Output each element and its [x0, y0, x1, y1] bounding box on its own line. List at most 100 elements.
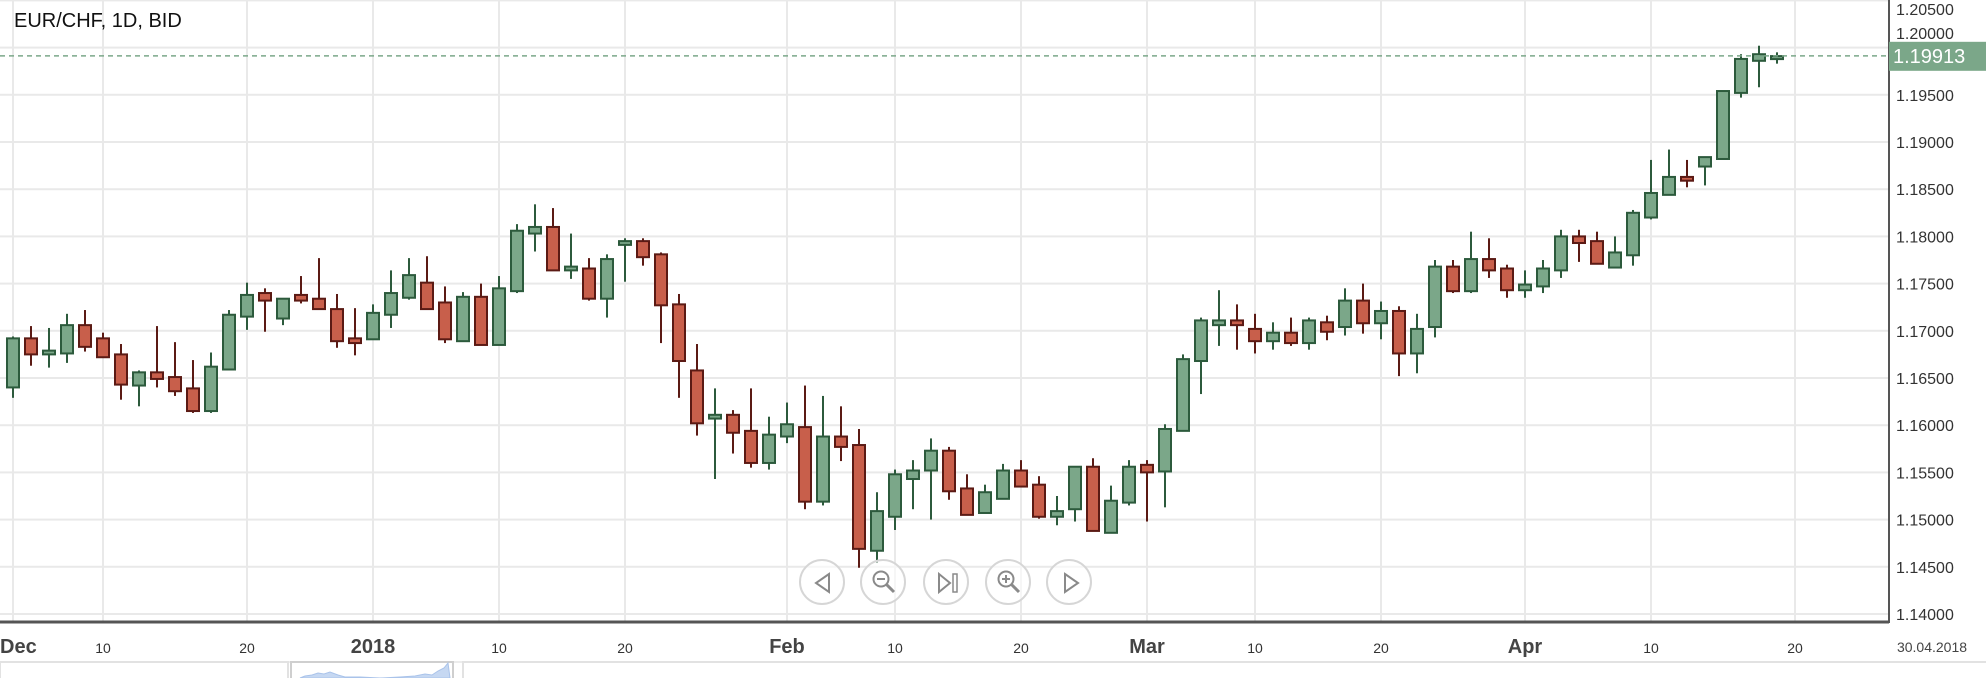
candle-up [924, 438, 938, 520]
candle-down [690, 344, 704, 436]
scroll-right-button[interactable] [1046, 559, 1092, 605]
candle-body [600, 258, 614, 300]
candle-up [906, 460, 920, 510]
candle-up [42, 327, 56, 368]
candles [6, 45, 1784, 568]
candle-body [924, 449, 938, 472]
candle-down [582, 258, 596, 301]
candle-body [1698, 156, 1712, 168]
x-tick-label: Feb [769, 636, 805, 658]
candle-up [366, 304, 380, 341]
candle-up [1734, 54, 1748, 98]
candle-body [276, 297, 290, 320]
y-tick-label: 1.15500 [1896, 465, 1954, 482]
candle-down [1284, 317, 1298, 346]
candle-up [1338, 288, 1352, 336]
candle-up [1068, 465, 1082, 522]
candle-body [96, 337, 110, 359]
candle-body [690, 369, 704, 425]
candle-down [726, 410, 740, 454]
candle-down [798, 385, 812, 510]
candle-body [384, 292, 398, 316]
candle-body [1500, 267, 1514, 292]
candle-body [1374, 309, 1388, 325]
candle-body [618, 240, 632, 246]
candle-body [834, 435, 848, 448]
candle-up [1716, 90, 1730, 160]
candle-up [1194, 317, 1208, 395]
candle-down [1248, 313, 1262, 354]
candle-down [1572, 229, 1586, 262]
candle-down [1392, 306, 1406, 377]
candle-body [168, 376, 182, 393]
candle-down [78, 310, 92, 352]
candle-body [546, 225, 560, 272]
candle-down [186, 360, 200, 413]
candle-up [1536, 260, 1550, 294]
candle-body [978, 491, 992, 514]
candle-down [1032, 476, 1046, 519]
candle-down [348, 308, 362, 356]
candle-down [636, 238, 650, 266]
x-tick-label: 10 [887, 640, 903, 656]
candle-body [636, 240, 650, 259]
y-tick-label: 1.20000 [1896, 26, 1954, 43]
triangle-right-icon [1064, 572, 1080, 594]
x-axis: Dec 10 20 2018 10 20 Feb 10 20 Mar 10 20 Apr 10 20 [0, 636, 1803, 658]
candle-body [1410, 327, 1424, 355]
candle-up [1662, 149, 1676, 196]
candle-body [1014, 469, 1028, 488]
candle-down [1230, 304, 1244, 350]
navigator[interactable] [0, 661, 1986, 678]
candle-body [78, 324, 92, 348]
candle-body [1086, 465, 1100, 532]
scroll-left-button[interactable] [799, 559, 845, 605]
candle-body [402, 274, 416, 299]
candle-body [1572, 235, 1586, 245]
candle-body [24, 337, 38, 356]
candle-up [1104, 485, 1118, 534]
skip-to-end-icon [938, 571, 958, 595]
last-price-tag: 1.19913 [1889, 41, 1986, 71]
candle-body [474, 295, 488, 346]
candle-body [942, 449, 956, 493]
candle-down [546, 208, 560, 272]
zoom-in-button[interactable] [985, 559, 1031, 605]
candle-down [96, 332, 110, 359]
x-tick-label: 20 [1373, 640, 1389, 656]
navigator-left-area [0, 661, 289, 678]
candle-body [1446, 265, 1460, 293]
candle-body [744, 429, 758, 464]
candle-body [60, 324, 74, 355]
last-price-tag-bg [1889, 41, 1986, 71]
candle-down [258, 288, 272, 332]
candle-body [816, 435, 830, 503]
candle-body [1122, 465, 1136, 504]
y-tick-label: 1.16000 [1896, 418, 1954, 435]
candle-up [618, 238, 632, 282]
candle-up [1158, 424, 1172, 508]
candle-up [528, 204, 542, 252]
reset-to-latest-button[interactable] [923, 559, 969, 605]
candle-up [60, 313, 74, 363]
candle-down [1356, 283, 1370, 334]
candle-down [312, 258, 326, 311]
candle-up [1302, 317, 1316, 350]
candle-body [1464, 258, 1478, 293]
triangle-left-icon [814, 572, 830, 594]
zoom-out-button[interactable] [860, 559, 906, 605]
y-axis: 1.14000 1.14500 1.15000 1.15500 1.16000 1.165… [1896, 2, 1954, 624]
candle-body [330, 308, 344, 343]
candle-down [942, 446, 956, 500]
candle-up [492, 276, 506, 346]
candle-body [762, 433, 776, 464]
candle-down [150, 326, 164, 388]
candle-body [1302, 319, 1316, 345]
y-tick-label: 1.19000 [1896, 135, 1954, 152]
y-tick-label: 1.14000 [1896, 607, 1954, 624]
x-tick-label: 20 [1013, 640, 1029, 656]
candle-body [186, 387, 200, 413]
grid [0, 0, 1889, 622]
candle-up [132, 370, 146, 407]
